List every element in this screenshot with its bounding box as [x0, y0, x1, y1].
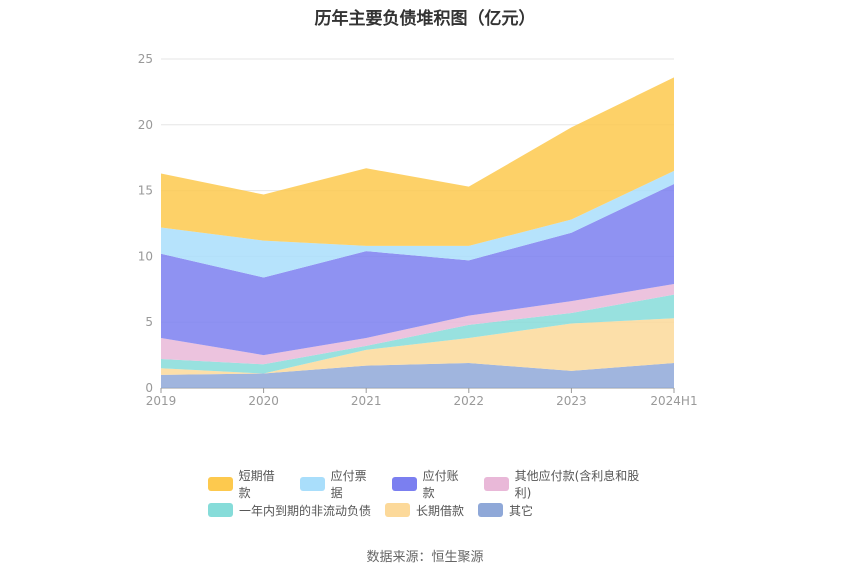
legend-swatch: [385, 503, 411, 517]
x-tick-label: 2024H1: [650, 394, 697, 408]
legend-item-other-payables[interactable]: 其他应付款(含利息和股利): [483, 467, 654, 501]
legend-swatch: [478, 503, 504, 517]
x-tick-label: 2023: [556, 394, 587, 408]
y-tick-label: 15: [138, 184, 153, 198]
legend-item-accounts-payable[interactable]: 应付账款: [391, 467, 470, 501]
legend-item-current-portion-noncurrent[interactable]: 一年内到期的非流动负债: [208, 502, 371, 519]
data-source: 数据来源：恒生聚源: [366, 550, 484, 565]
area-series-6: [161, 77, 674, 246]
area-series-2: [161, 294, 674, 374]
stacked-area-chart: 0 5 10 15 20 25 2019 2020 2021 2022 2023 2024H1: [138, 52, 698, 408]
y-tick-label: 0: [145, 381, 153, 395]
area-series-5: [161, 170, 674, 278]
chart-title: 历年主要负债堆积图（亿元）: [314, 9, 536, 29]
y-tick-label: 10: [138, 249, 153, 263]
legend-item-short-term-loans[interactable]: 短期借款: [208, 467, 286, 501]
y-tick-label: 20: [138, 118, 153, 132]
legend-swatch: [391, 477, 417, 491]
legend-swatch: [299, 477, 325, 491]
y-tick-label: 5: [145, 315, 153, 329]
x-tick-label: 2021: [351, 394, 382, 408]
legend-label: 其他应付款(含利息和股利): [514, 469, 640, 500]
legend-label: 其它: [509, 503, 534, 518]
legend-item-long-term-loans[interactable]: 长期借款: [385, 502, 464, 519]
legend-swatch: [208, 477, 233, 491]
y-tick-label: 25: [138, 52, 153, 66]
x-tick-label: 2020: [248, 394, 279, 408]
legend-label: 应付票据: [330, 469, 367, 500]
area-series-3: [161, 284, 674, 365]
legend-label: 短期借款: [238, 469, 275, 500]
legend-swatch: [208, 503, 233, 517]
x-tick-label: 2022: [454, 394, 485, 408]
area-series-4: [161, 184, 674, 356]
legend-label: 长期借款: [416, 503, 465, 518]
legend-item-other[interactable]: 其它: [478, 502, 533, 519]
legend-row-2: 一年内到期的非流动负债 长期借款 其它: [208, 497, 668, 523]
area-series-0: [161, 362, 674, 388]
area-series-1: [161, 318, 674, 375]
legend-label: 应付账款: [422, 469, 459, 500]
legend-row-1: 短期借款 应付票据 应付账款 其他应付款(含利息和股利): [208, 469, 668, 500]
legend-label: 一年内到期的非流动负债: [239, 503, 372, 518]
x-tick-label: 2019: [146, 394, 177, 408]
legend-swatch: [483, 477, 509, 491]
legend-item-notes-payable[interactable]: 应付票据: [299, 467, 378, 501]
legend: 短期借款 应付票据 应付账款 其他应付款(含利息和股利) 一年内到期的非流动负债…: [208, 469, 668, 523]
